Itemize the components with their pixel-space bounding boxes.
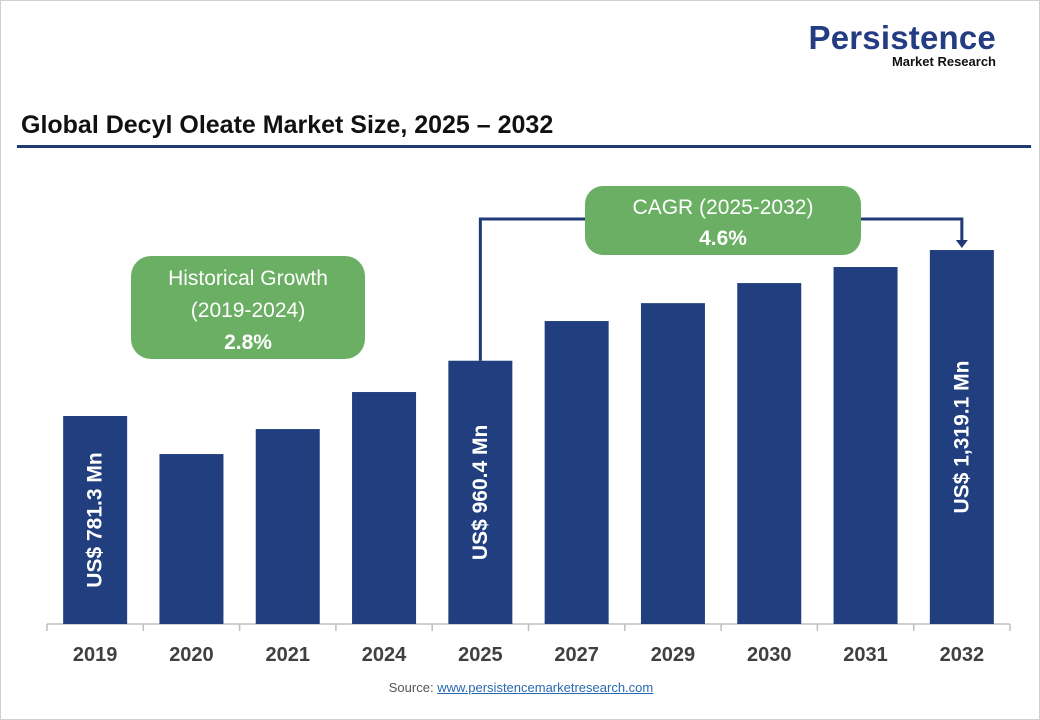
bar-2025 [448,360,513,624]
historical-growth-callout [131,256,365,359]
source-note: Source: www.persistencemarketresearch.co… [1,680,1039,695]
chart-title: Global Decyl Oleate Market Size, 2025 – … [21,111,554,139]
bar-2021 [255,429,320,624]
x-tick-label-2030: 2030 [747,644,792,666]
historical-line2: (2019-2024) [191,299,305,322]
bar-2032 [929,250,994,624]
bar-2031 [833,267,898,624]
cagr-line1: CAGR (2025-2032) [633,196,814,219]
bar-2024 [352,392,417,624]
x-tick-label-2021: 2021 [266,644,311,666]
bar-2030 [737,283,802,624]
x-tick-label-2024: 2024 [362,644,407,666]
x-tick-label-2031: 2031 [843,644,888,666]
bar-2020 [159,454,224,624]
x-tick-label-2029: 2029 [651,644,696,666]
historical-value: 2.8% [224,331,272,354]
data-label-2032: US$ 1,319.1 Mn [950,361,973,514]
source-link[interactable]: www.persistencemarketresearch.com [437,680,654,695]
x-tick-label-2020: 2020 [169,644,214,666]
cagr-callout [585,186,861,255]
bar-2029 [640,303,705,624]
historical-line1: Historical Growth [168,267,328,290]
persistence-logo: Persistence Market Research [796,19,997,69]
x-tick-label-2032: 2032 [940,644,985,666]
bar-2027 [544,321,609,624]
logo-line1: Persistence [808,19,996,56]
logo-line2: Market Research [891,54,996,69]
x-tick-label-2027: 2027 [554,644,599,666]
source-label: Source: [388,680,434,695]
x-tick-label-2019: 2019 [73,644,118,666]
x-tick-label-2025: 2025 [458,644,503,666]
arrow-head-icon [955,240,968,249]
bar-2019 [63,416,128,624]
data-label-2019: US$ 781.3 Mn [84,452,107,587]
title-divider [17,145,1031,148]
cagr-value: 4.6% [699,227,747,250]
data-label-2025: US$ 960.4 Mn [469,425,492,560]
